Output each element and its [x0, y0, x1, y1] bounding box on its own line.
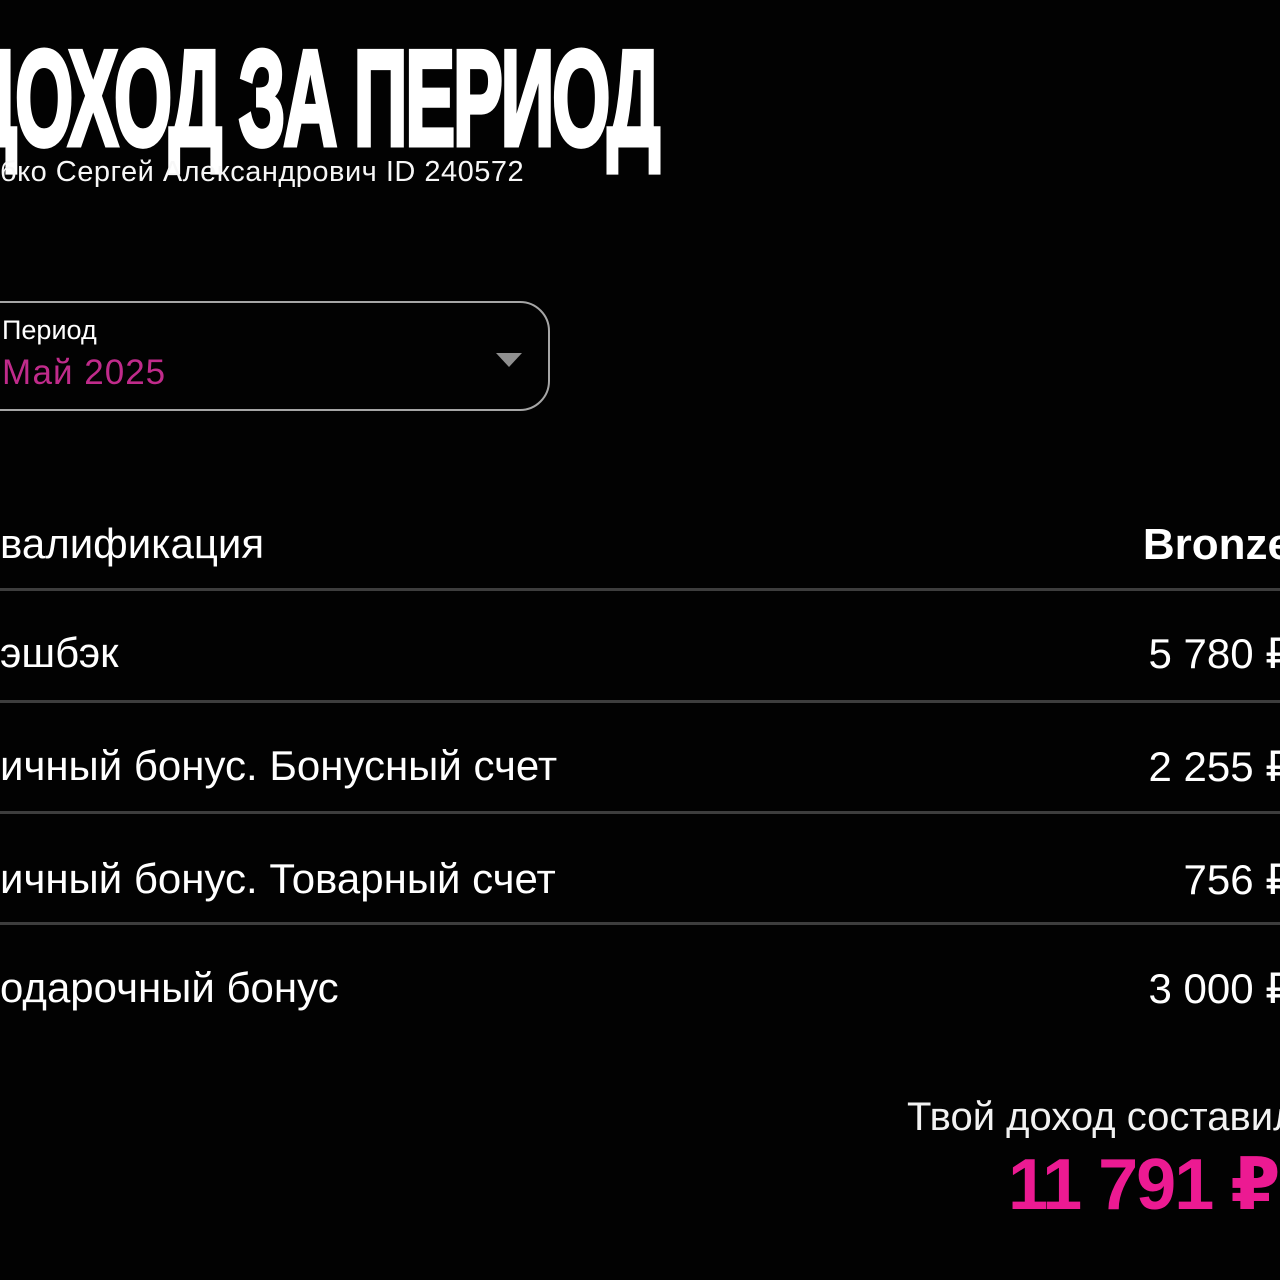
period-select-value: Май 2025 [2, 353, 167, 392]
table-row-cashback: эшбэк 5 780 ₽ [0, 629, 1280, 689]
row-value: 3 000 ₽ [1148, 965, 1280, 1012]
table-row-personal-bonus-account: ичный бонус. Бонусный счет 2 255 ₽ [0, 742, 1280, 802]
period-select-label: Период [2, 315, 97, 345]
summary-label: Твой доход составил [907, 1095, 1280, 1139]
user-info: бко Сергей Александрович ID 240572 [0, 156, 525, 188]
row-label: ичный бонус. Товарный счет [0, 855, 556, 902]
table-row-gift-bonus: одарочный бонус 3 000 ₽ [0, 964, 1280, 1024]
qualification-value: Bronze [1142, 520, 1280, 569]
row-value: 2 255 ₽ [1148, 743, 1280, 790]
row-divider [0, 700, 1280, 703]
row-value: 5 780 ₽ [1148, 630, 1280, 677]
page-title: ДОХОД ЗА ПЕРИОД [0, 22, 662, 174]
chevron-down-icon[interactable] [496, 353, 522, 367]
qualification-label: валификация [0, 520, 265, 567]
row-label: ичный бонус. Бонусный счет [0, 742, 558, 789]
row-divider [0, 811, 1280, 814]
table-row-qualification: валификация Bronze [0, 520, 1280, 580]
summary-total-amount: 11 791 ₽ [1008, 1145, 1280, 1225]
row-label: эшбэк [0, 629, 119, 676]
table-row-personal-goods-account: ичный бонус. Товарный счет 756 ₽ [0, 855, 1280, 915]
row-divider [0, 922, 1280, 925]
row-value: 756 ₽ [1183, 856, 1280, 903]
row-label: одарочный бонус [0, 964, 339, 1011]
period-select[interactable]: Период Май 2025 [0, 301, 550, 411]
row-divider [0, 588, 1280, 591]
